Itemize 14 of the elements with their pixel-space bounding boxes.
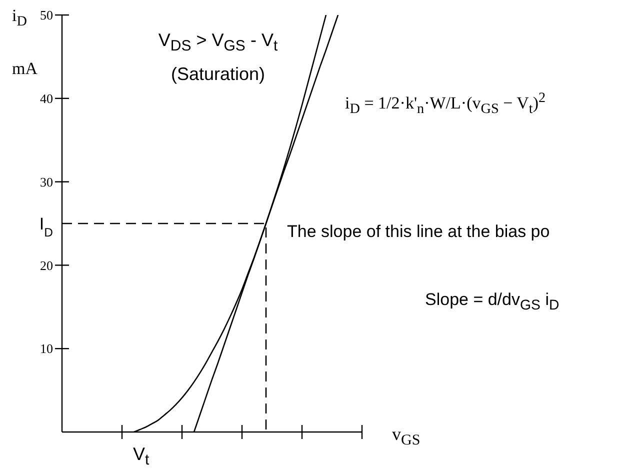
y-tick-label: 10 xyxy=(40,341,53,356)
y-tick-label: 20 xyxy=(40,258,53,273)
text: i$_{D}$ mA xyxy=(12,6,38,78)
annotation: (Saturation) xyxy=(170,64,266,84)
text: i$_{D}$ = 1/2·k'$_{n}$·W/L·(v$_{GS}$ − V$_{t}$)$^{2}$ xyxy=(345,90,546,118)
annotation: V$_{DS}$ > V$_{GS}$ - V$_{t}$ xyxy=(158,30,278,57)
y-tick-label: 50 xyxy=(40,8,53,23)
text: Slope = d/dv$_{GS}$ i$_{D}$ xyxy=(425,290,560,316)
y-tick-label: 40 xyxy=(40,90,53,106)
text: V$_{t}$ xyxy=(133,444,150,470)
y-tick-label: 30 xyxy=(40,174,53,190)
annotation: The slope of this line at the bias po xyxy=(287,222,550,242)
y-tick-label: I$_{D}$ xyxy=(39,214,54,240)
x-axis-title: v$_{GS}$ xyxy=(392,424,420,450)
